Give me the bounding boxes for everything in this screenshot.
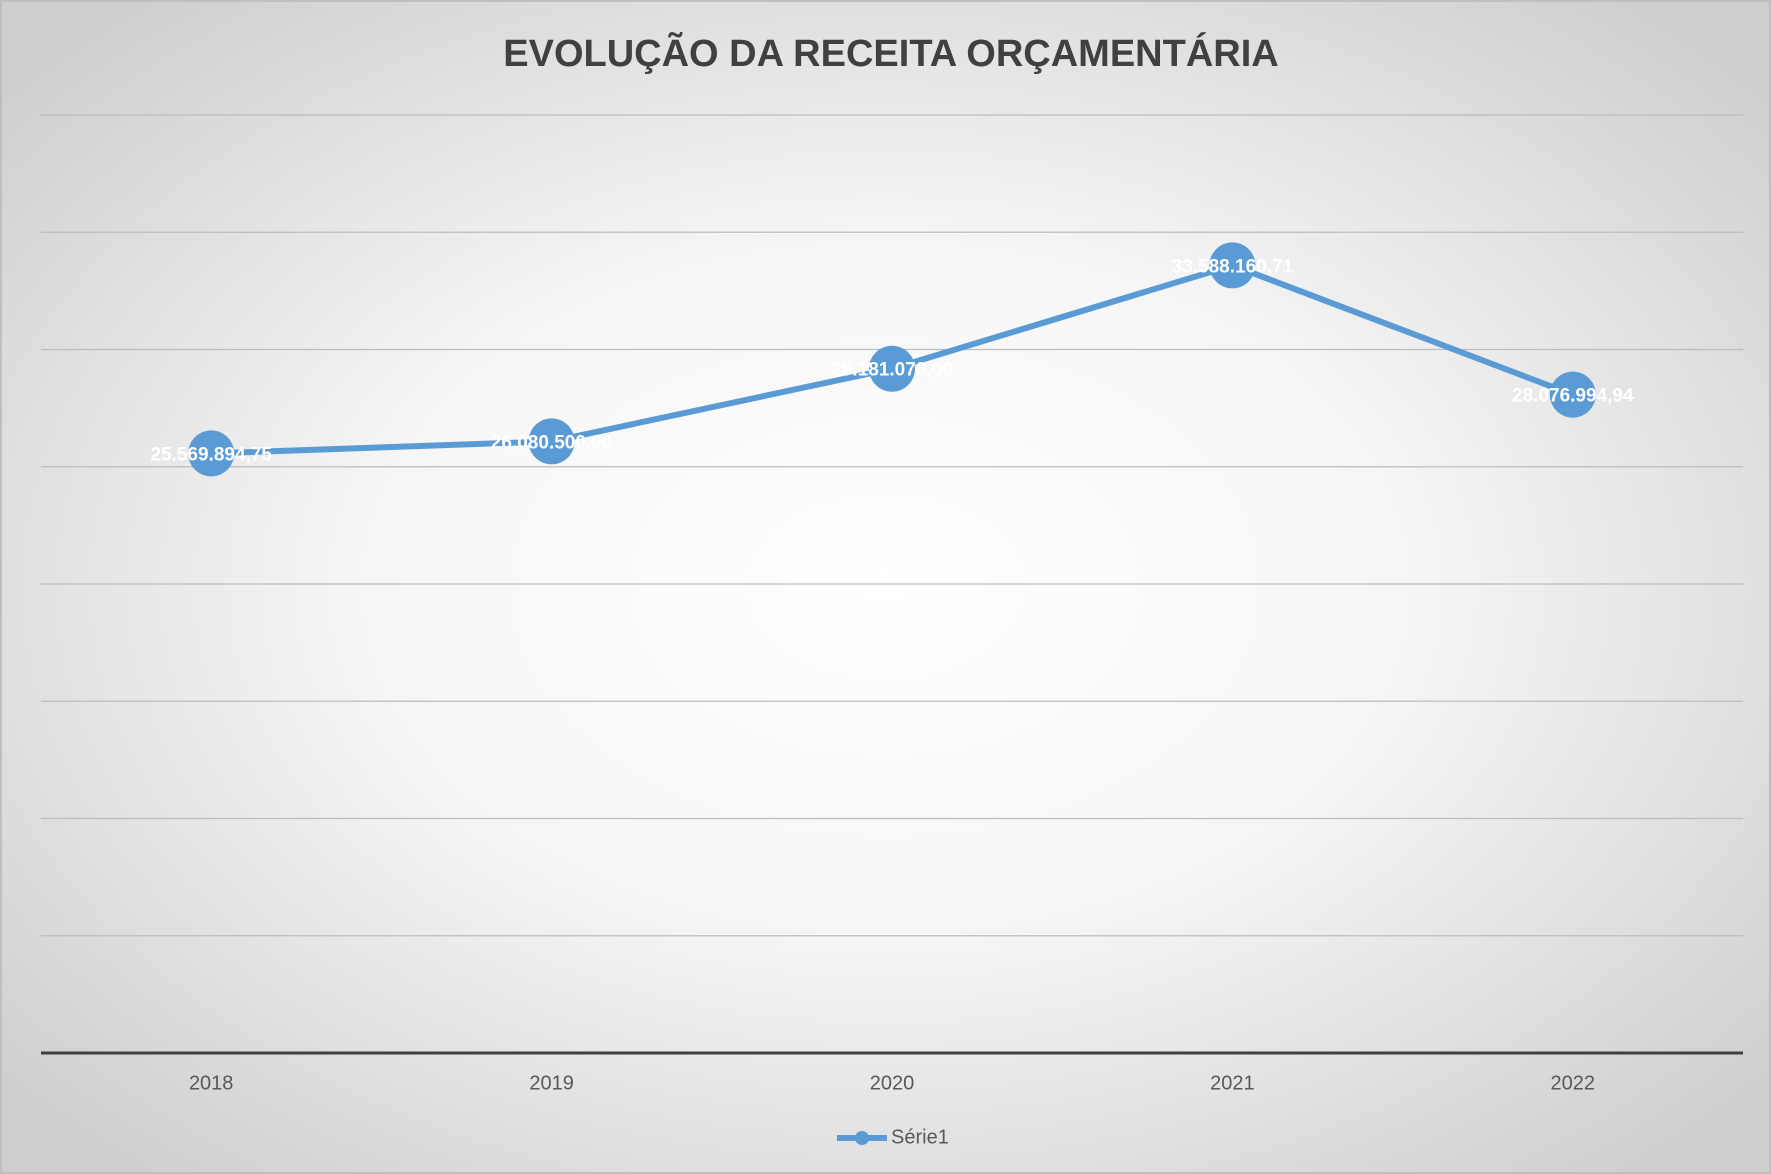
data-label: 33.588.160,71 (1172, 256, 1294, 277)
legend-label: Série1 (891, 1126, 949, 1148)
data-label: 29.181.070,00 (831, 360, 953, 381)
legend-marker (855, 1131, 869, 1145)
marker (1549, 371, 1596, 418)
data-label: 25.569.894,75 (150, 444, 272, 465)
chart-title: EVOLUÇÃO DA RECEITA ORÇAMENTÁRIA (503, 31, 1278, 75)
marker (1209, 242, 1256, 289)
x-tick-label: 2022 (1551, 1072, 1596, 1094)
x-tick-label: 2020 (870, 1072, 915, 1094)
data-label: 28.076.994,94 (1512, 386, 1634, 407)
marker (528, 418, 575, 465)
x-tick-label: 2018 (189, 1072, 234, 1094)
marker (869, 345, 915, 392)
data-label: 26.080.500,00 (491, 432, 613, 453)
x-tick-label: 2021 (1210, 1072, 1255, 1094)
marker (188, 430, 235, 477)
x-tick-label: 2019 (529, 1072, 574, 1094)
